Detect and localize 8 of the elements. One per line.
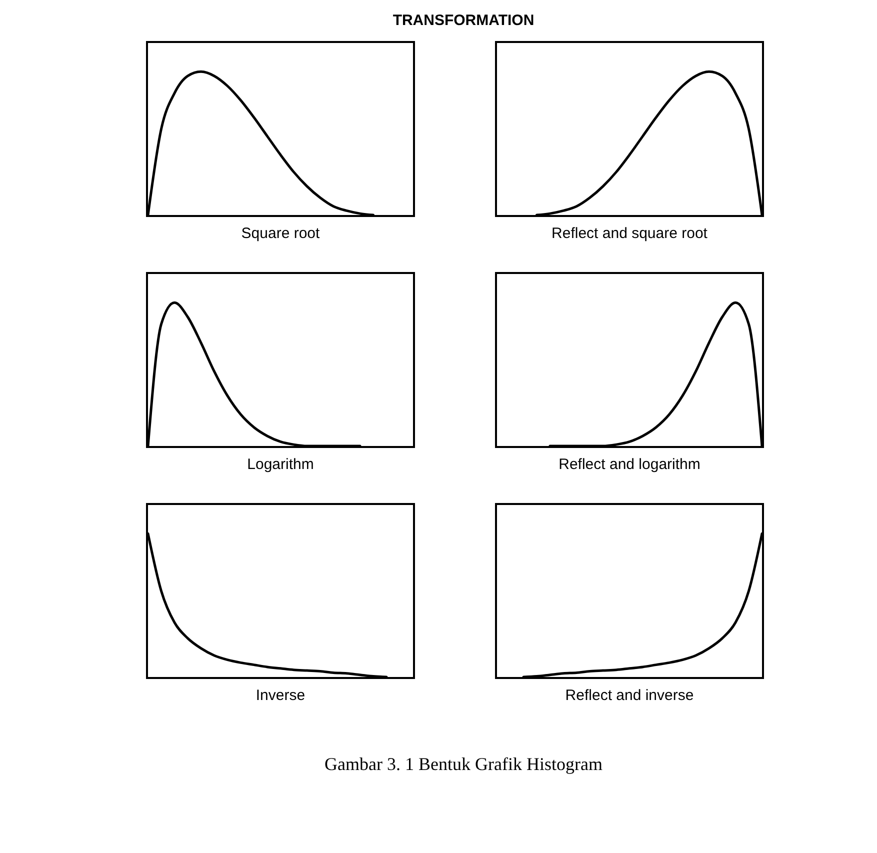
x-axis-title: Reflect and logarithm <box>558 456 700 473</box>
text: Gambar 3. 1 Bentuk Grafik Histogram <box>324 754 604 775</box>
x-axis-title: Reflect and square root <box>552 225 708 242</box>
x-axis-title: Inverse <box>256 687 306 704</box>
text: TRANSFORMATION <box>392 11 536 29</box>
x-axis-title: Reflect and inverse <box>565 687 694 704</box>
x-axis-title: Square root <box>241 225 320 242</box>
x-axis-title: Logarithm <box>247 456 314 473</box>
